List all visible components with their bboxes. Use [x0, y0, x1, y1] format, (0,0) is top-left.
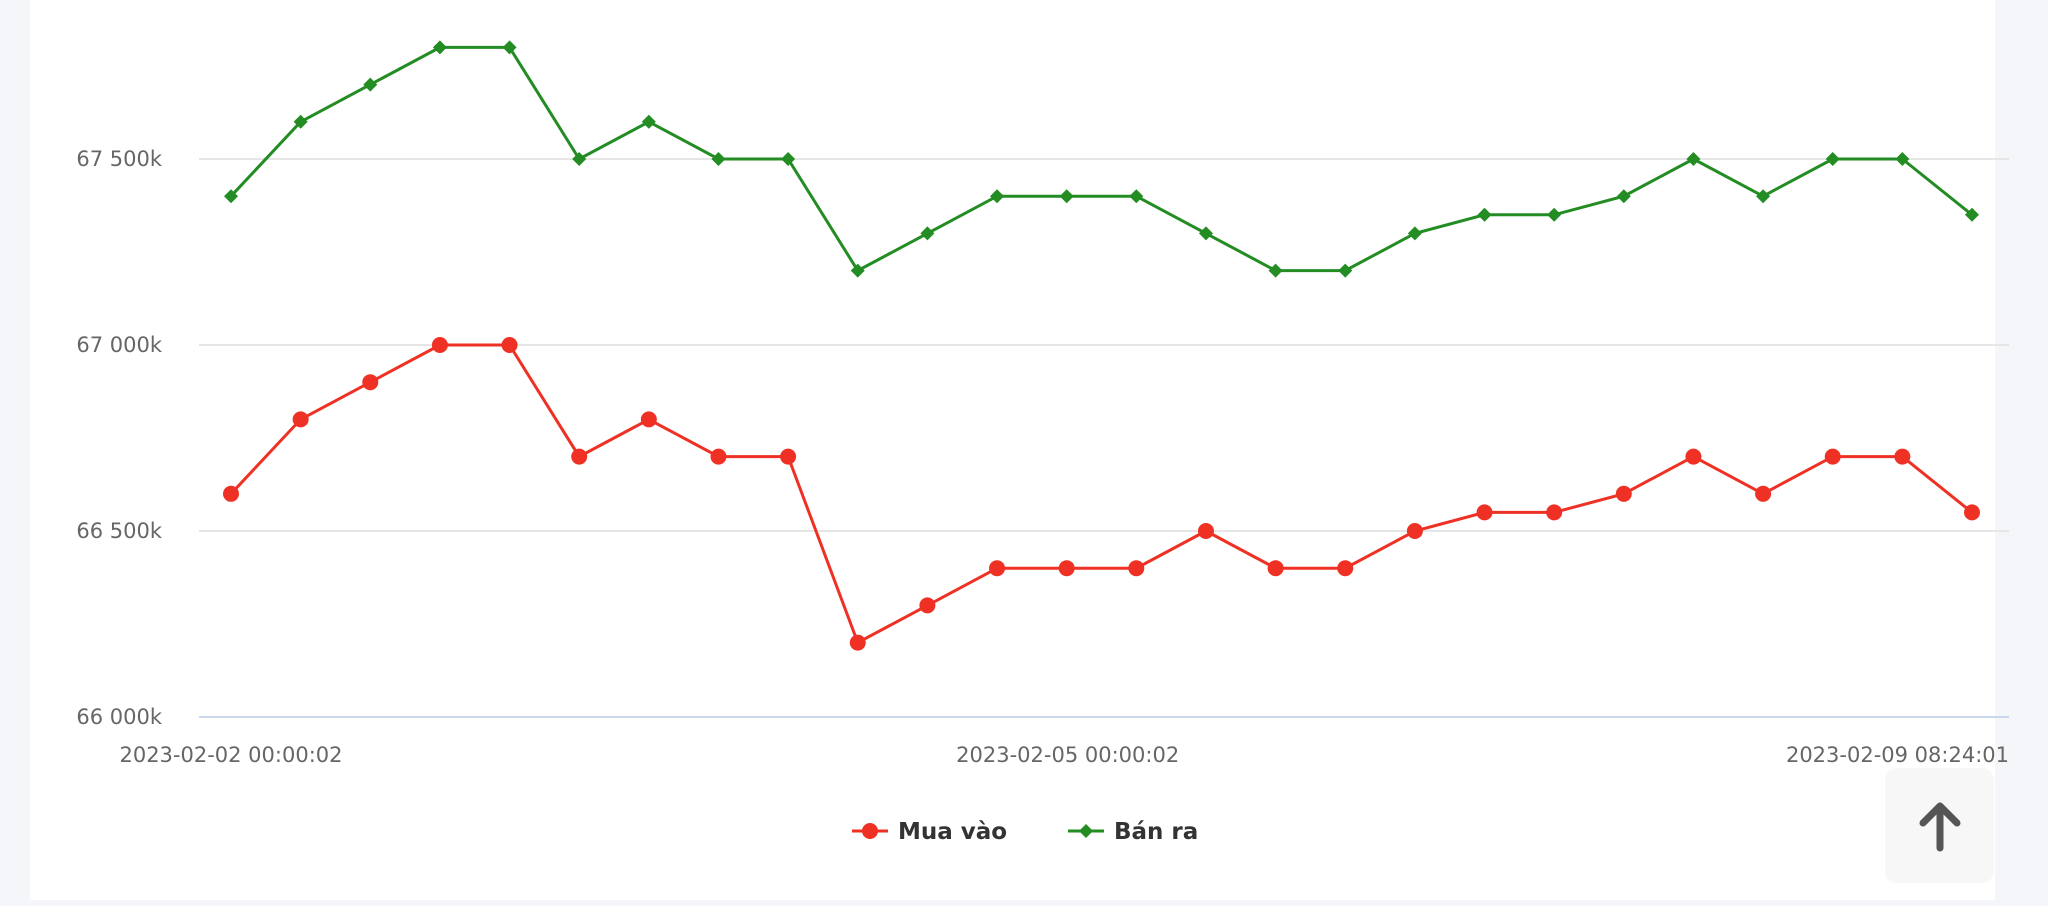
- data-point[interactable]: [1198, 226, 1213, 241]
- data-point[interactable]: [571, 448, 588, 465]
- legend-item[interactable]: Bán ra: [1068, 819, 1198, 845]
- data-point[interactable]: [920, 226, 935, 241]
- y-tick-label: 67 000k: [76, 333, 162, 357]
- data-point[interactable]: [1059, 189, 1074, 204]
- data-point[interactable]: [641, 114, 656, 129]
- data-point[interactable]: [432, 40, 447, 55]
- data-point[interactable]: [710, 448, 727, 465]
- legend-label: Mua vào: [898, 819, 1007, 845]
- scroll-to-top-button[interactable]: [1885, 768, 1994, 883]
- data-point[interactable]: [1337, 560, 1354, 577]
- y-tick-label: 66 500k: [76, 519, 162, 543]
- data-point[interactable]: [989, 560, 1006, 577]
- data-point[interactable]: [1268, 263, 1283, 278]
- legend-item[interactable]: Mua vào: [852, 819, 1007, 845]
- data-point[interactable]: [501, 337, 518, 353]
- data-point[interactable]: [1825, 152, 1840, 166]
- data-point[interactable]: [781, 152, 796, 166]
- data-point[interactable]: [1964, 504, 1980, 521]
- data-point[interactable]: [1129, 189, 1144, 204]
- series-mua-vao: [223, 337, 1980, 651]
- y-tick-label: 67 500k: [76, 147, 162, 171]
- data-point[interactable]: [640, 411, 657, 428]
- data-point[interactable]: [1476, 504, 1493, 521]
- series-line: [229, 343, 1973, 645]
- data-point[interactable]: [1547, 207, 1562, 222]
- data-point[interactable]: [1338, 263, 1353, 278]
- data-point[interactable]: [502, 40, 517, 55]
- data-point[interactable]: [1686, 152, 1701, 166]
- data-point[interactable]: [362, 374, 379, 391]
- arrow-up-icon: [1919, 802, 1960, 851]
- data-point[interactable]: [292, 411, 309, 428]
- data-point[interactable]: [1685, 448, 1702, 465]
- data-point[interactable]: [1756, 189, 1771, 204]
- data-point[interactable]: [1824, 448, 1841, 465]
- data-point[interactable]: [1407, 226, 1422, 241]
- x-tick-label: 2023-02-02 00:00:02: [119, 743, 342, 767]
- series-ban-ra: [224, 40, 1979, 278]
- data-point[interactable]: [1546, 504, 1563, 521]
- legend-marker: [1079, 824, 1093, 838]
- data-point[interactable]: [431, 337, 448, 353]
- legend-marker: [862, 823, 878, 839]
- data-point[interactable]: [1965, 207, 1979, 222]
- legend-label: Bán ra: [1114, 819, 1198, 845]
- data-point[interactable]: [919, 597, 936, 614]
- series-line: [229, 45, 1973, 273]
- data-point[interactable]: [1406, 523, 1423, 539]
- data-point[interactable]: [780, 448, 797, 465]
- data-point[interactable]: [1197, 523, 1214, 539]
- x-tick-label: 2023-02-05 00:00:02: [956, 743, 1179, 767]
- chart-card: [30, 0, 1995, 900]
- data-point[interactable]: [1895, 152, 1910, 166]
- x-tick-label: 2023-02-09 08:24:01: [1786, 743, 2009, 767]
- data-point[interactable]: [1128, 560, 1145, 577]
- data-point[interactable]: [1615, 485, 1632, 502]
- data-point[interactable]: [849, 634, 866, 651]
- data-point[interactable]: [1477, 207, 1492, 222]
- data-point[interactable]: [363, 77, 378, 92]
- data-point[interactable]: [1894, 448, 1911, 465]
- data-point[interactable]: [1058, 560, 1075, 577]
- data-point[interactable]: [293, 114, 308, 129]
- data-point[interactable]: [850, 263, 865, 278]
- data-point[interactable]: [990, 189, 1005, 204]
- data-point[interactable]: [1755, 485, 1772, 502]
- data-point[interactable]: [1616, 189, 1631, 204]
- data-point[interactable]: [572, 152, 587, 166]
- data-point[interactable]: [1267, 560, 1284, 577]
- y-tick-label: 66 000k: [76, 705, 162, 729]
- data-point[interactable]: [711, 152, 726, 166]
- data-point[interactable]: [223, 485, 239, 502]
- data-point[interactable]: [224, 189, 238, 204]
